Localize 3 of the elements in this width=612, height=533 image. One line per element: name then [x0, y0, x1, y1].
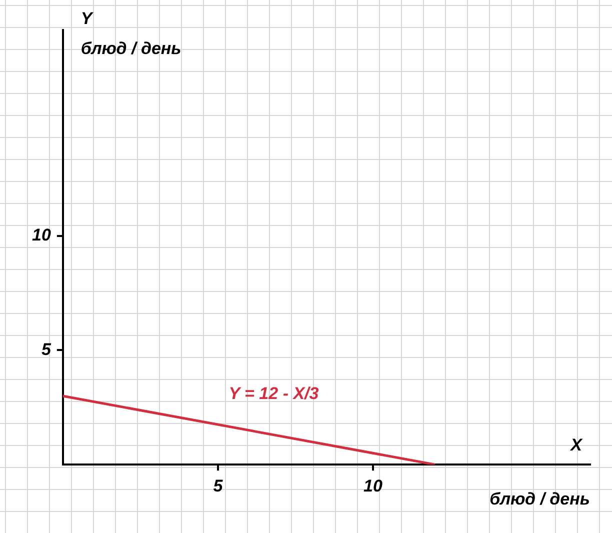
annotation: Y = 12 - X/3 — [228, 384, 320, 404]
text: X блюд / день — [490, 436, 590, 509]
y-axis-title: Y блюд / день — [80, 9, 182, 58]
